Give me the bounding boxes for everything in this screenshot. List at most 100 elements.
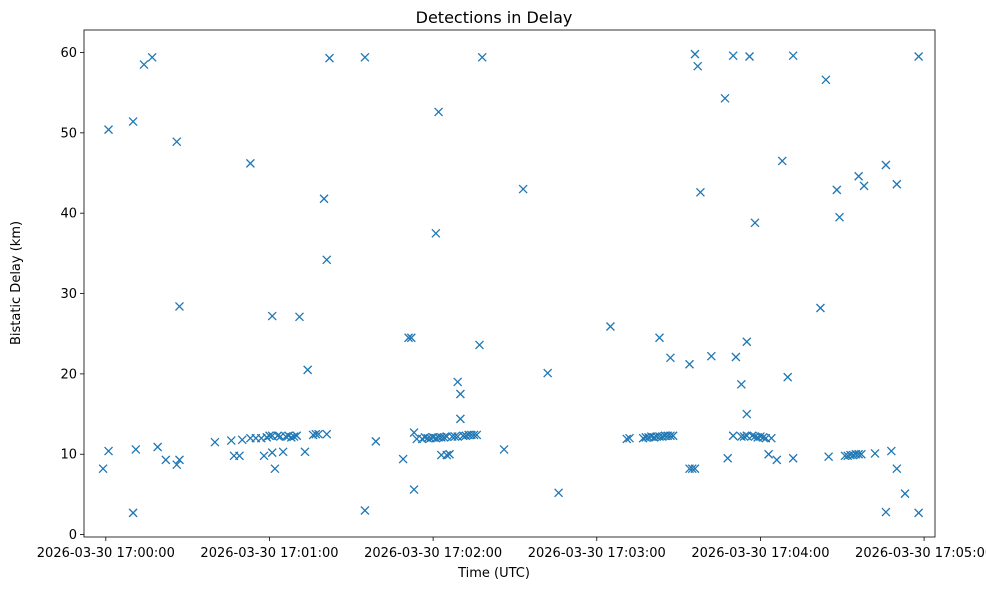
- data-point: [322, 255, 332, 265]
- data-point: [750, 218, 760, 228]
- data-point: [286, 432, 296, 442]
- data-point: [175, 455, 184, 465]
- data-point: [554, 488, 564, 498]
- data-point: [303, 365, 313, 375]
- data-point: [690, 49, 700, 59]
- data-point: [695, 187, 705, 197]
- data-point: [153, 442, 163, 452]
- data-point: [267, 448, 277, 458]
- data-point: [104, 125, 114, 135]
- data-point: [439, 432, 449, 442]
- data-point: [690, 464, 700, 474]
- data-point: [172, 137, 182, 147]
- data-point: [295, 312, 304, 322]
- data-point: [104, 446, 114, 456]
- data-point: [742, 409, 752, 419]
- data-point: [259, 451, 269, 461]
- data-point: [854, 171, 864, 181]
- data-point: [314, 429, 324, 439]
- data-point: [161, 455, 171, 465]
- data-point: [859, 181, 869, 191]
- data-point: [543, 368, 553, 378]
- data-point: [262, 432, 272, 442]
- data-point: [267, 311, 277, 321]
- data-point: [870, 448, 880, 458]
- data-point: [777, 156, 787, 166]
- data-point: [881, 160, 891, 170]
- data-point: [728, 51, 738, 61]
- data-point: [886, 446, 896, 456]
- data-point: [742, 337, 752, 347]
- chart-title: Detections in Delay: [416, 8, 573, 27]
- data-point: [693, 61, 703, 71]
- data-point: [668, 431, 678, 441]
- data-point: [706, 351, 716, 361]
- x-axis: 2026-03-30 17:00:00 2026-03-30 17:01:00 20…: [37, 537, 986, 561]
- y-tick-label: 50: [60, 126, 77, 141]
- data-point: [360, 506, 370, 515]
- y-tick-label: 0: [69, 528, 77, 543]
- data-point: [128, 508, 138, 518]
- x-tick-label: 2026-03-30 17:05:00: [855, 546, 986, 561]
- data-point: [665, 353, 675, 363]
- data-point: [210, 437, 220, 447]
- x-axis-label: Time (UTC): [457, 566, 530, 581]
- x-tick-label: 2026-03-30 17:03:00: [528, 546, 666, 561]
- data-point: [772, 455, 782, 465]
- data-point: [311, 429, 321, 439]
- x-tick-label: 2026-03-30 17:01:00: [200, 546, 338, 561]
- data-point: [625, 433, 634, 443]
- data-point: [687, 464, 697, 474]
- data-point: [739, 432, 749, 442]
- data-point: [147, 52, 157, 62]
- data-point: [431, 228, 441, 238]
- data-point: [824, 452, 834, 462]
- data-point: [453, 377, 463, 387]
- data-point: [856, 449, 866, 459]
- data-point: [477, 52, 487, 62]
- data-point: [434, 107, 444, 117]
- y-tick-label: 10: [60, 448, 77, 463]
- data-point: [278, 447, 288, 457]
- data-point: [731, 352, 741, 362]
- data-point: [914, 508, 924, 518]
- data-point: [821, 75, 831, 85]
- data-point: [747, 431, 757, 441]
- data-point: [128, 117, 138, 127]
- data-point: [409, 428, 419, 438]
- plot-frame: [83, 29, 936, 538]
- data-point: [892, 464, 902, 474]
- data-point: [764, 449, 774, 459]
- data-point: [728, 431, 738, 441]
- data-point: [273, 431, 283, 441]
- data-point: [499, 444, 509, 454]
- x-tick-label: 2026-03-30 17:04:00: [691, 546, 829, 561]
- data-point: [289, 432, 299, 442]
- data-point: [270, 464, 280, 474]
- data-point: [720, 93, 730, 103]
- data-point: [406, 333, 416, 343]
- data-point: [605, 322, 615, 331]
- data-point: [815, 303, 825, 313]
- data-point: [881, 507, 891, 517]
- data-point: [172, 460, 182, 470]
- data-point: [475, 340, 484, 350]
- data-point: [472, 430, 482, 440]
- y-axis-label: Bistatic Delay (km): [9, 221, 24, 345]
- data-point: [319, 194, 329, 204]
- data-point: [237, 435, 247, 445]
- data-point: [442, 450, 452, 460]
- data-point: [450, 432, 460, 442]
- data-point: [892, 179, 902, 189]
- data-point: [854, 449, 864, 459]
- data-point: [914, 52, 924, 61]
- data-point: [398, 454, 408, 464]
- data-point: [900, 489, 910, 499]
- data-point: [139, 60, 149, 70]
- data-point: [235, 451, 244, 461]
- data-point: [404, 333, 414, 343]
- data-point: [360, 52, 370, 62]
- data-point: [788, 51, 798, 61]
- data-point: [518, 184, 528, 194]
